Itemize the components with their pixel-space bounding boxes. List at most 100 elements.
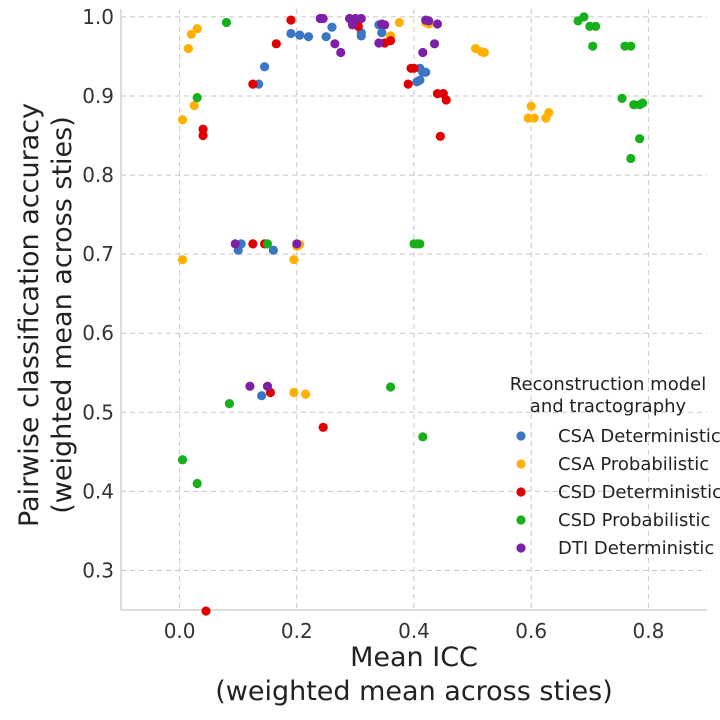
point-csd-probabilistic: [635, 134, 645, 144]
point-dti-deterministic: [432, 19, 443, 29]
point-dti-deterministic: [347, 20, 358, 30]
point-csd-deterministic: [248, 239, 258, 249]
point-csa-deterministic: [257, 391, 267, 401]
point-dti-deterministic: [318, 13, 328, 24]
y-tick-label: 1.0: [82, 5, 114, 29]
y-tick-label: 0.6: [82, 321, 114, 345]
point-csd-probabilistic: [637, 98, 648, 108]
y-tick-label: 0.9: [82, 84, 114, 108]
point-csa-deterministic: [377, 28, 387, 38]
legend-label: CSD Deterministic: [558, 482, 720, 503]
axes: [120, 9, 707, 611]
point-csa-deterministic: [303, 32, 314, 42]
point-dti-deterministic: [424, 16, 434, 26]
point-csd-probabilistic: [262, 239, 273, 249]
point-csd-probabilistic: [221, 17, 232, 28]
point-csd-probabilistic: [192, 478, 202, 489]
point-csd-probabilistic: [626, 153, 636, 164]
point-csd-deterministic: [271, 39, 281, 49]
x-axis-label-line2: (weighted mean across sties): [215, 676, 613, 707]
point-csa-probabilistic: [479, 47, 489, 58]
legend-label: CSA Probabilistic: [558, 454, 709, 475]
point-csd-probabilistic: [385, 382, 396, 392]
legend-marker: [516, 431, 526, 441]
point-csa-deterministic: [259, 62, 270, 72]
point-csa-probabilistic: [529, 113, 539, 123]
point-dti-deterministic: [292, 239, 302, 249]
point-csa-deterministic: [321, 32, 331, 42]
point-csd-probabilistic: [224, 399, 235, 409]
legend-marker: [516, 459, 526, 469]
point-dti-deterministic: [418, 47, 428, 58]
legend-label: CSD Probabilistic: [558, 510, 710, 531]
point-csd-deterministic: [385, 36, 396, 46]
point-csd-deterministic: [435, 131, 445, 141]
point-csd-probabilistic: [617, 93, 627, 103]
legend-label: CSA Deterministic: [558, 426, 720, 447]
point-csa-probabilistic: [300, 389, 311, 399]
tick-labels: 0.0 0.2 0.4 0.6 0.8 0.3 0.4 0.5 0.6 0.7 0.8 0.9 1.0: [82, 5, 664, 643]
point-csd-probabilistic: [418, 432, 428, 442]
legend: Reconstruction model and tractography CS…: [510, 374, 720, 559]
point-dti-deterministic: [374, 38, 384, 48]
point-csa-probabilistic: [192, 24, 202, 34]
point-csd-probabilistic: [415, 239, 425, 249]
point-csa-deterministic: [295, 30, 305, 40]
point-csd-deterministic: [248, 79, 258, 89]
point-csa-probabilistic: [289, 387, 299, 398]
y-tick-label: 0.4: [82, 479, 114, 503]
point-csd-deterministic: [403, 79, 413, 89]
point-csd-deterministic: [198, 124, 208, 134]
point-dti-deterministic: [429, 39, 440, 49]
y-axis-label-line1: Pairwise classification accuracy: [14, 103, 45, 527]
legend-label: DTI Deterministic: [558, 538, 714, 559]
point-csd-deterministic: [318, 422, 328, 432]
point-csa-probabilistic: [394, 17, 404, 28]
x-tick-label: 0.4: [398, 619, 430, 643]
point-csd-probabilistic: [591, 21, 601, 31]
legend-marker: [516, 543, 526, 553]
legend-title-line2: and tractography: [530, 396, 687, 417]
x-tick-label: 0.2: [281, 619, 313, 643]
y-tick-label: 0.7: [82, 242, 114, 266]
point-csd-probabilistic: [192, 92, 202, 103]
point-csa-deterministic: [268, 245, 278, 255]
point-csd-deterministic: [409, 63, 419, 73]
point-csa-probabilistic: [289, 255, 299, 265]
point-csa-probabilistic: [177, 115, 188, 125]
point-csa-probabilistic: [544, 107, 554, 118]
point-csd-probabilistic: [177, 455, 188, 465]
x-tick-label: 0.8: [632, 619, 664, 643]
data-points: [177, 12, 648, 616]
point-dti-deterministic: [356, 13, 366, 24]
point-dti-deterministic: [230, 239, 240, 249]
point-dti-deterministic: [245, 381, 255, 391]
point-csd-probabilistic: [579, 12, 589, 22]
y-axis-label-line2: (weighted mean across sties): [47, 116, 78, 514]
point-csa-deterministic: [412, 77, 422, 87]
point-csd-deterministic: [441, 95, 451, 105]
point-csa-deterministic: [286, 28, 296, 39]
point-dti-deterministic: [336, 47, 346, 58]
point-csa-probabilistic: [526, 101, 536, 111]
legend-marker: [516, 487, 526, 497]
point-csa-probabilistic: [189, 100, 199, 111]
point-dti-deterministic: [330, 39, 340, 49]
x-axis-label-line1: Mean ICC: [350, 642, 478, 673]
legend-items: CSA Deterministic CSA Probabilistic CSD De…: [516, 426, 720, 559]
y-tick-label: 0.3: [82, 558, 114, 582]
legend-title-line1: Reconstruction model: [510, 374, 706, 395]
point-csd-deterministic: [286, 15, 296, 25]
point-csa-probabilistic: [177, 255, 188, 265]
point-csd-probabilistic: [626, 41, 636, 51]
y-tick-label: 0.8: [82, 163, 114, 187]
legend-marker: [516, 515, 526, 525]
point-csa-probabilistic: [183, 43, 193, 54]
x-tick-label: 0.0: [164, 619, 196, 643]
point-csd-deterministic: [198, 130, 208, 141]
point-csd-probabilistic: [588, 41, 598, 51]
point-dti-deterministic: [380, 20, 390, 30]
point-csa-deterministic: [327, 22, 337, 32]
point-csd-deterministic: [201, 606, 211, 616]
